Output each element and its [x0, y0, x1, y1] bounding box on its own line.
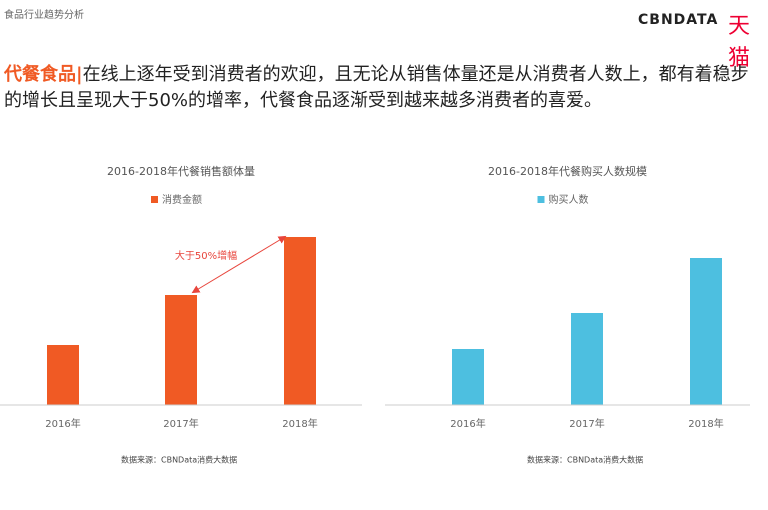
logo: 天猫 — [728, 14, 751, 71]
source-note: 数据来源：CBNData消费大数据 — [527, 455, 643, 465]
bar — [571, 313, 603, 405]
source-note: 数据来源：CBNData消费大数据 — [121, 455, 237, 465]
logo: CBNDATA — [638, 12, 719, 28]
x-tick-label: 2017年 — [569, 417, 604, 430]
x-tick-label: 2017年 — [163, 417, 198, 430]
headline-text: 在线上逐年受到消费者的欢迎，且无论从销售体量还是从消费者人数上，都有着稳步的增长… — [4, 64, 749, 111]
headline-highlight: 代餐食品| — [4, 64, 83, 85]
bar — [452, 349, 484, 405]
headline: 代餐食品|在线上逐年受到消费者的欢迎，且无论从销售体量还是从消费者人数上，都有着… — [4, 62, 764, 114]
annotation: 大于50%增幅 — [175, 249, 237, 262]
bar — [165, 295, 197, 405]
x-tick-label: 2018年 — [282, 417, 317, 430]
legend-swatch — [537, 196, 545, 203]
bar — [284, 237, 316, 405]
section-header: 食品行业趋势分析 — [4, 10, 84, 21]
legend-label: 购买人数 — [549, 193, 589, 206]
x-tick-label: 2016年 — [450, 417, 485, 430]
chart-title: 2016-2018年代餐购买人数规模 — [488, 164, 647, 178]
x-tick-label: 2016年 — [45, 417, 80, 430]
annotation-arrow — [191, 235, 287, 294]
chart-title: 2016-2018年代餐销售额体量 — [107, 164, 255, 178]
bar — [47, 345, 79, 405]
x-tick-label: 2018年 — [688, 417, 723, 430]
legend-swatch — [151, 196, 158, 203]
bar — [690, 258, 722, 405]
legend-label: 消费金额 — [162, 193, 202, 206]
